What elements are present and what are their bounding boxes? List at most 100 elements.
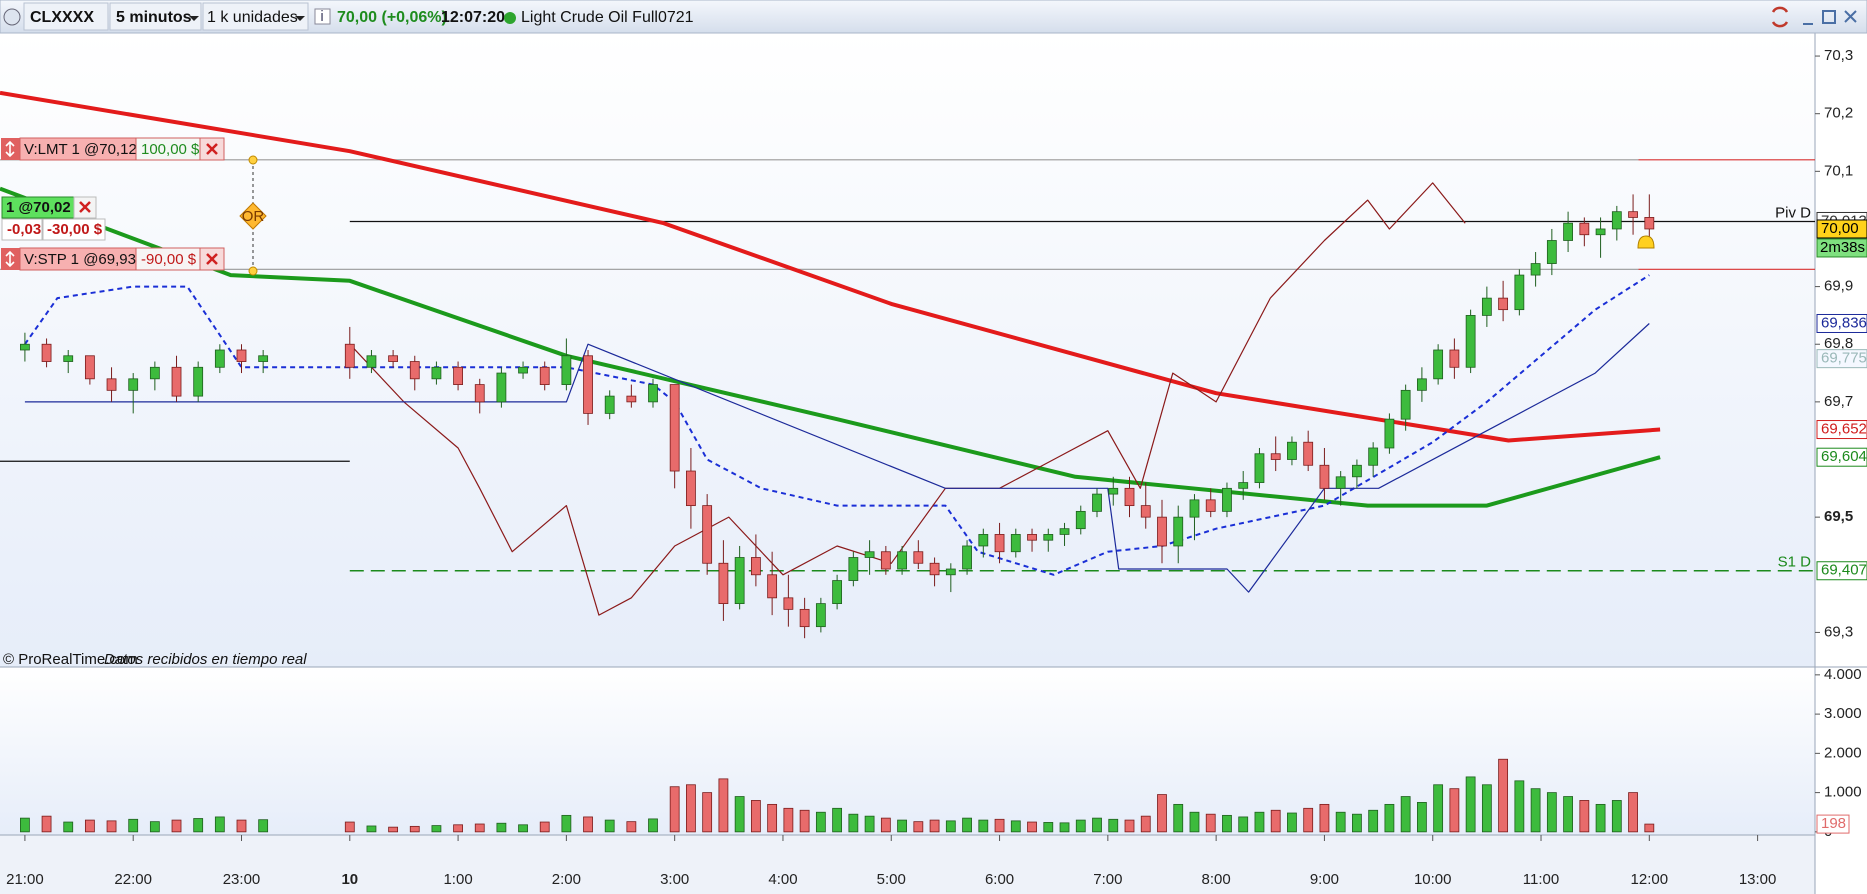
volume-bar — [1319, 803, 1330, 833]
candle-body — [193, 366, 204, 397]
x-tick-label: 22:00 — [114, 871, 152, 888]
volume-bar — [626, 821, 637, 833]
stop-order[interactable]: V:STP 1 @69,93 -90,00 $ — [1, 247, 225, 271]
volume-bar — [1546, 792, 1557, 833]
candle-body — [832, 580, 843, 605]
volume-bar — [1075, 819, 1086, 833]
bracket[interactable]: OR — [239, 155, 267, 276]
volume-bar — [1222, 814, 1232, 833]
candle-body — [1335, 476, 1346, 489]
candle-body — [1254, 453, 1265, 483]
indicator-line — [0, 186, 1661, 508]
y-tick-label: 69,3 — [1824, 623, 1853, 640]
candle-body — [1238, 482, 1249, 489]
candle-body — [496, 372, 507, 403]
price-change: 70,00 (+0,06%) — [337, 9, 447, 26]
candle-body — [913, 551, 924, 564]
candle-body — [799, 608, 810, 628]
y-tick-label: 70,3 — [1824, 47, 1853, 64]
sync-icon[interactable] — [1771, 6, 1789, 28]
close[interactable] — [1844, 10, 1857, 23]
volume-panel — [0, 667, 1815, 835]
candle-body — [1027, 534, 1037, 541]
volume-bar — [1628, 792, 1638, 833]
candle-body — [767, 574, 778, 599]
volume-bar — [149, 821, 160, 833]
x-tick-label: 6:00 — [985, 871, 1014, 888]
stop-pnl: -90,00 $ — [141, 251, 197, 268]
volume-bar — [1498, 758, 1509, 833]
symbol-button[interactable] — [23, 2, 109, 31]
volume-bar — [669, 786, 680, 833]
link-icon[interactable] — [3, 8, 21, 26]
candle-body — [344, 343, 355, 368]
candle-body — [962, 545, 972, 570]
y-tick-label: 69,8 — [1824, 335, 1853, 352]
volume-bar — [63, 821, 74, 833]
candle-body — [366, 355, 377, 368]
units-button[interactable] — [202, 2, 309, 31]
volume-bar — [171, 819, 182, 833]
candle-body — [1189, 499, 1200, 518]
bracket-end — [248, 155, 258, 165]
candle-body — [897, 551, 907, 570]
y-tick-label: 3.000 — [1824, 705, 1862, 722]
volume-bar — [1205, 813, 1216, 833]
dropdown-arrow — [295, 16, 305, 21]
volume-bar — [1595, 803, 1606, 833]
candle-body — [1075, 510, 1086, 530]
candle-body — [20, 343, 30, 351]
candle-body — [686, 470, 696, 507]
volume-bar — [1287, 812, 1297, 833]
candle-body — [236, 349, 247, 362]
alert-bell[interactable] — [1637, 235, 1655, 249]
candle-body — [1157, 516, 1167, 547]
limit-pnl: 100,00 $ — [141, 141, 200, 158]
candle-body — [994, 534, 1005, 553]
volume-bar — [864, 815, 875, 833]
price-label-bg — [1816, 420, 1867, 440]
volume-bar — [648, 818, 658, 833]
price-label-bg — [1816, 313, 1867, 333]
candle-body — [945, 568, 956, 576]
volume-bar — [344, 821, 355, 833]
position[interactable]: 1 @70,02 -0,03 -30,00 $ — [1, 196, 106, 241]
period-button[interactable] — [109, 2, 202, 31]
volume-bar — [686, 784, 696, 833]
info-icon[interactable] — [314, 8, 331, 25]
candle-body — [1287, 441, 1297, 460]
candle-body — [431, 366, 442, 380]
countdown: 2m38s — [1820, 239, 1865, 256]
volume-bar — [1124, 819, 1135, 833]
price-label: 69,775 — [1821, 350, 1867, 367]
volume-bar — [978, 819, 989, 833]
bracket-diamond[interactable] — [239, 202, 267, 230]
candle-body — [63, 355, 74, 362]
candle-body — [214, 349, 225, 368]
volume-bar — [388, 826, 399, 833]
pnl-bg — [42, 218, 106, 241]
maximize[interactable] — [1822, 10, 1836, 24]
level-name: S1 D — [1778, 554, 1812, 571]
copyright: © ProRealTime.com — [3, 651, 138, 668]
price-label-bg — [1816, 349, 1867, 369]
volume-label-bg — [1816, 814, 1850, 834]
volume-bar — [1335, 811, 1346, 833]
x-tick-label: 10 — [341, 871, 358, 888]
candle-body — [1092, 493, 1102, 512]
volume-bar — [848, 813, 859, 833]
volume-bar — [1563, 796, 1573, 833]
cancel-x — [79, 201, 91, 213]
volume-bar — [767, 803, 778, 833]
volume-bar — [897, 819, 907, 833]
volume-bar — [1254, 811, 1265, 833]
volume-bar — [1481, 784, 1492, 833]
candle-body — [1059, 528, 1070, 535]
price-label: 69,652 — [1821, 421, 1867, 438]
window-controls — [1771, 6, 1857, 28]
candle-body — [474, 384, 485, 403]
candle-body — [648, 384, 658, 403]
limit-order[interactable]: V:LMT 1 @70,12 100,00 $ — [1, 137, 225, 161]
